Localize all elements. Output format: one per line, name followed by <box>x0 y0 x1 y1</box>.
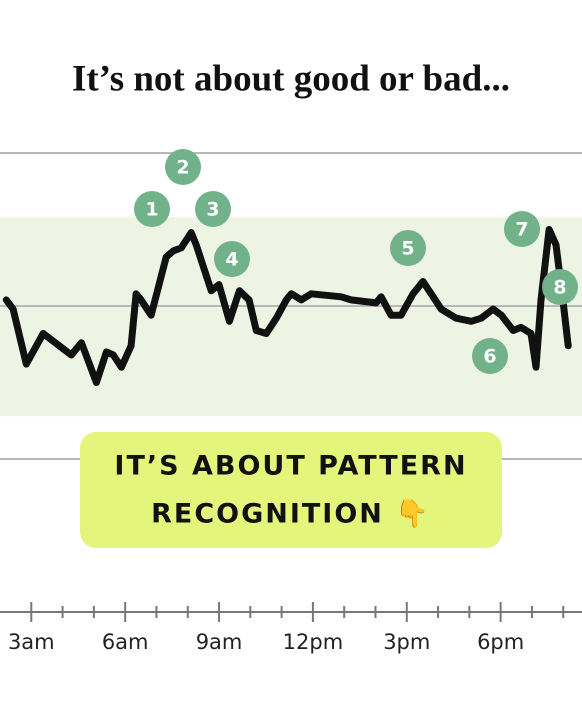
marker-circle <box>195 191 231 227</box>
marker-label: 2 <box>176 157 189 179</box>
marker-label: 8 <box>553 277 566 299</box>
chart-title: It’s not about good or bad... <box>72 58 510 99</box>
marker-circle <box>134 191 170 227</box>
marker-label: 4 <box>225 249 238 271</box>
marker-label: 3 <box>206 199 219 221</box>
marker-circle <box>390 230 426 266</box>
marker-circle <box>472 338 508 374</box>
marker-label: 7 <box>515 219 528 241</box>
x-tick-label: 12pm <box>283 630 344 654</box>
glucose-line <box>2 226 572 386</box>
x-tick-label: 6am <box>102 630 149 654</box>
x-tick-label: 6pm <box>477 630 524 654</box>
callout-box <box>80 432 502 548</box>
callout-text: IT’S ABOUT PATTERN <box>114 451 467 482</box>
marker-circle <box>504 211 540 247</box>
marker-label: 5 <box>401 238 414 260</box>
marker-circle <box>214 241 250 277</box>
marker-label: 6 <box>483 346 496 368</box>
marker-circle <box>542 269 578 305</box>
target-band <box>0 217 582 417</box>
marker-label: 1 <box>145 199 158 221</box>
marker-circle <box>165 149 201 185</box>
x-tick-label: 9am <box>196 630 243 654</box>
x-tick-label: 3pm <box>383 630 430 654</box>
x-tick-label: 3am <box>8 630 55 654</box>
callout-text: RECOGNITION 👇 <box>151 499 431 530</box>
